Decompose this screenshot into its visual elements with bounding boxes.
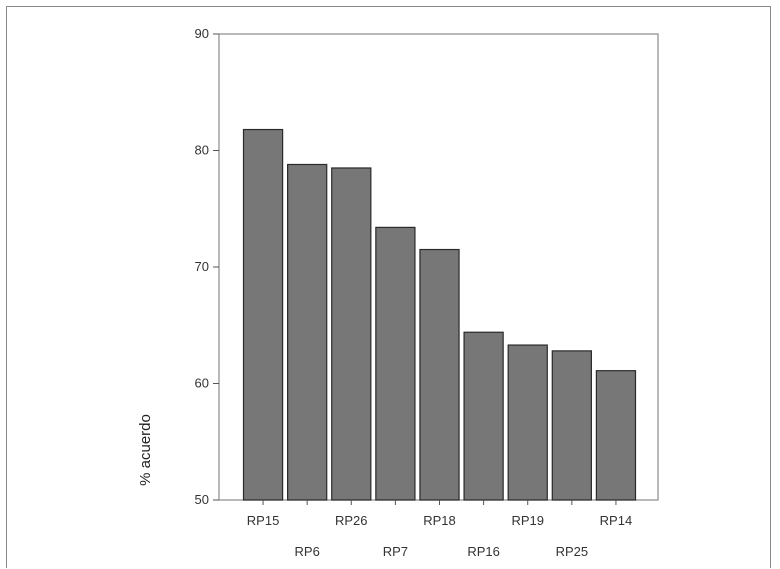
bar-rp25 [551, 350, 592, 501]
chart-frame [6, 6, 771, 568]
bar-rp26 [331, 167, 372, 501]
y-tick-label: 70 [195, 259, 209, 274]
y-tick-label: 50 [195, 492, 209, 507]
bar-rp16 [463, 331, 504, 501]
bar-rp6 [287, 163, 328, 501]
y-axis-title: % acuerdo [137, 414, 154, 486]
x-tick-label: RP25 [556, 544, 589, 559]
x-tick-label: RP26 [335, 513, 368, 528]
bar-rp14 [595, 370, 637, 501]
bar-rp15 [242, 128, 284, 501]
y-tick-label: 90 [195, 26, 209, 41]
x-tick-label: RP14 [600, 513, 633, 528]
bar-rp18 [419, 248, 460, 501]
x-tick-label: RP19 [511, 513, 544, 528]
bar-rp19 [507, 344, 548, 501]
x-tick-label: RP6 [295, 544, 320, 559]
y-tick-label: 80 [195, 143, 209, 158]
bar-rp7 [375, 226, 416, 501]
x-tick-label: RP7 [383, 544, 408, 559]
x-tick-label: RP18 [423, 513, 456, 528]
x-tick-label: RP16 [467, 544, 500, 559]
y-tick-label: 60 [195, 376, 209, 391]
x-tick-label: RP15 [247, 513, 280, 528]
